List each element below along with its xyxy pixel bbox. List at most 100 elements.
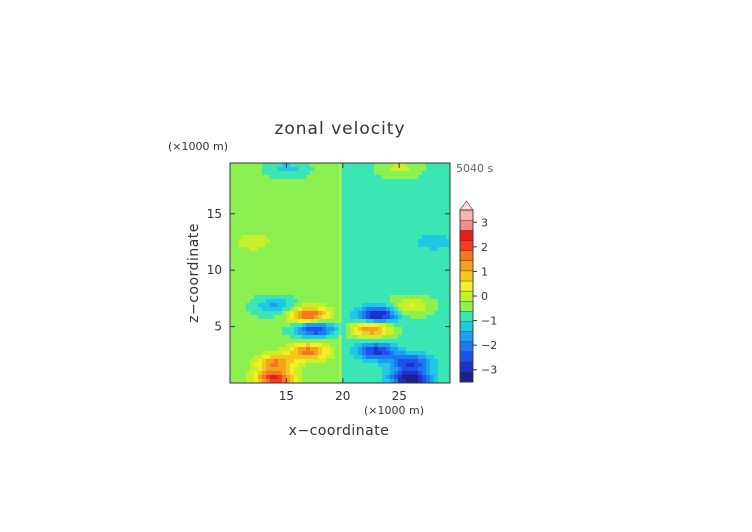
field-cell: [254, 307, 259, 312]
field-cell: [278, 311, 283, 316]
field-cell: [242, 307, 247, 312]
field-cell: [278, 235, 283, 240]
field-cell: [250, 255, 255, 260]
field-cell: [254, 287, 259, 292]
field-cell: [234, 359, 239, 364]
field-cell: [302, 251, 307, 256]
field-cell: [230, 215, 235, 220]
field-cell: [370, 295, 375, 300]
field-cell: [410, 315, 415, 320]
field-cell: [362, 347, 367, 352]
field-cell: [378, 331, 383, 336]
field-cell: [282, 171, 287, 176]
field-cell: [386, 247, 391, 252]
field-cell: [370, 187, 375, 192]
field-cell: [354, 207, 359, 212]
field-cell: [266, 171, 271, 176]
field-cell: [234, 307, 239, 312]
field-cell: [442, 255, 447, 260]
field-cell: [358, 199, 363, 204]
field-cell: [330, 351, 335, 356]
field-cell: [350, 299, 355, 304]
field-cell: [430, 355, 435, 360]
field-cell: [238, 319, 243, 324]
field-cell: [382, 219, 387, 224]
field-cell: [422, 243, 427, 248]
field-cell: [430, 375, 435, 380]
field-cell: [238, 183, 243, 188]
field-cell: [342, 247, 347, 252]
field-cell: [414, 311, 419, 316]
field-cell: [366, 267, 371, 272]
field-cell: [350, 351, 355, 356]
field-cell: [366, 171, 371, 176]
field-cell: [402, 351, 407, 356]
field-cell: [394, 379, 399, 383]
field-cell: [434, 287, 439, 292]
field-cell: [234, 203, 239, 208]
field-cell: [358, 259, 363, 264]
field-cell: [318, 371, 323, 376]
field-cell: [442, 271, 447, 276]
field-cell: [438, 163, 443, 168]
field-cell: [422, 371, 427, 376]
field-cell: [342, 203, 347, 208]
field-cell: [326, 235, 331, 240]
field-cell: [422, 303, 427, 308]
field-cell: [414, 239, 419, 244]
field-cell: [342, 311, 347, 316]
field-cell: [414, 267, 419, 272]
field-cell: [298, 291, 303, 296]
field-cell: [366, 219, 371, 224]
field-cell: [362, 271, 367, 276]
field-cell: [406, 271, 411, 276]
field-cell: [326, 291, 331, 296]
field-cell: [282, 219, 287, 224]
field-cell: [346, 347, 351, 352]
field-cell: [266, 315, 271, 320]
field-cell: [282, 359, 287, 364]
field-cell: [418, 187, 423, 192]
field-cell: [362, 199, 367, 204]
field-cell: [354, 183, 359, 188]
field-cell: [310, 307, 315, 312]
field-cell: [326, 199, 331, 204]
field-cell: [434, 247, 439, 252]
field-cell: [398, 299, 403, 304]
field-cell: [230, 327, 235, 332]
field-cell: [238, 275, 243, 280]
field-cell: [242, 351, 247, 356]
field-cell: [262, 355, 267, 360]
field-cell: [274, 175, 279, 180]
field-cell: [386, 263, 391, 268]
field-cell: [402, 311, 407, 316]
field-cell: [394, 343, 399, 348]
field-cell: [366, 243, 371, 248]
field-cell: [334, 167, 339, 172]
field-cell: [258, 199, 263, 204]
field-cell: [422, 331, 427, 336]
field-cell: [430, 175, 435, 180]
field-cell: [230, 195, 235, 200]
field-cell: [434, 243, 439, 248]
field-cell: [394, 167, 399, 172]
field-cell: [266, 351, 271, 356]
field-cell: [378, 347, 383, 352]
field-cell: [358, 339, 363, 344]
field-cell: [442, 343, 447, 348]
field-cell: [278, 207, 283, 212]
field-cell: [250, 187, 255, 192]
field-cell: [254, 239, 259, 244]
field-cell: [290, 307, 295, 312]
field-cell: [362, 251, 367, 256]
field-cell: [242, 319, 247, 324]
field-cell: [242, 203, 247, 208]
field-cell: [390, 299, 395, 304]
field-cell: [406, 171, 411, 176]
field-cell: [298, 283, 303, 288]
field-cell: [334, 351, 339, 356]
field-cell: [442, 283, 447, 288]
field-cell: [410, 179, 415, 184]
field-cell: [286, 171, 291, 176]
field-cell: [438, 203, 443, 208]
